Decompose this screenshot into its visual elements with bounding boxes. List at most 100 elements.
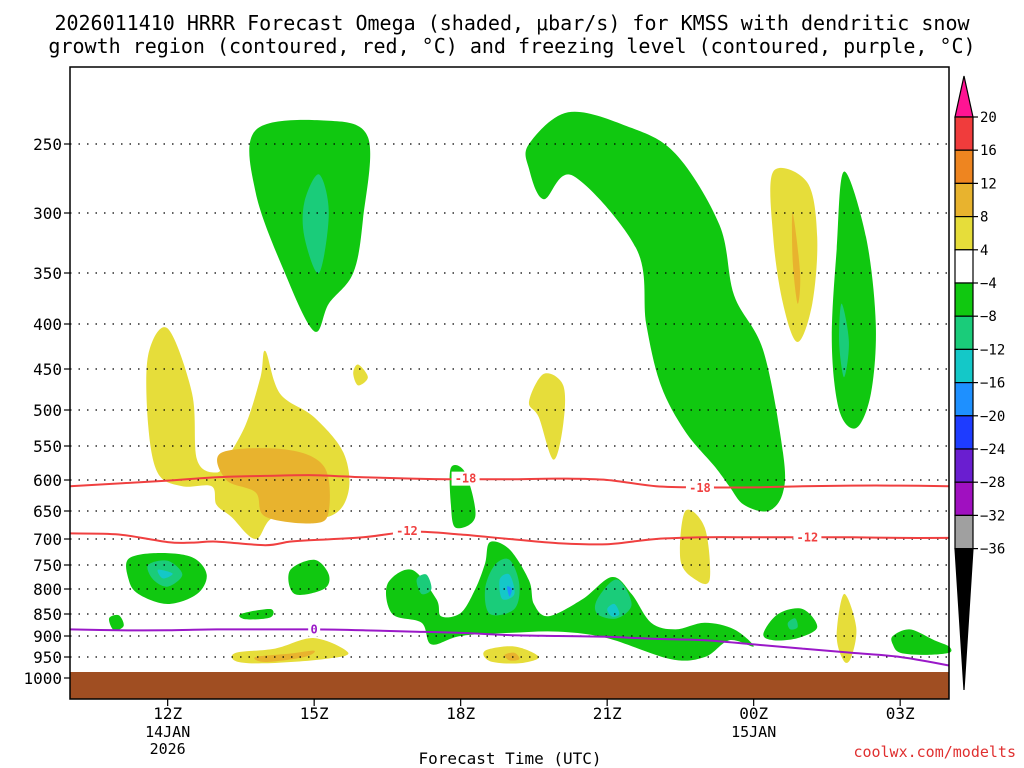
omega-region-29 bbox=[891, 629, 952, 655]
y-tick-label-250: 250 bbox=[33, 135, 62, 154]
colorbar-label-1: 16 bbox=[980, 143, 997, 159]
colorbar-label-7: −12 bbox=[980, 342, 1005, 358]
y-tick-label-400: 400 bbox=[33, 315, 62, 334]
contour-label-bg-0 bbox=[451, 471, 480, 486]
y-tick-label-950: 950 bbox=[33, 648, 62, 667]
y-tick-label-900: 900 bbox=[33, 627, 62, 646]
colorbar-swatch-7 bbox=[954, 315, 974, 351]
omega-region-17 bbox=[239, 608, 274, 620]
contour-line-0 bbox=[69, 628, 950, 667]
chart-title-line-2: growth region (contoured, red, °C) and f… bbox=[48, 34, 975, 58]
colorbar-label-8: −16 bbox=[980, 376, 1005, 392]
colorbar-label-0: 20 bbox=[980, 110, 997, 126]
omega-region-33 bbox=[504, 652, 520, 661]
colorbar-swatch-10 bbox=[954, 415, 974, 450]
colorbar-label-2: 12 bbox=[980, 176, 997, 192]
colorbar-label-11: −28 bbox=[980, 475, 1005, 491]
omega-region-7 bbox=[839, 303, 849, 378]
contour-line--12 bbox=[69, 530, 950, 547]
omega-region-31 bbox=[254, 650, 315, 662]
omega-region-3 bbox=[525, 111, 786, 512]
colorbar-label-12: −32 bbox=[980, 508, 1005, 524]
y-tick-label-700: 700 bbox=[33, 530, 62, 549]
y-tick-label-650: 650 bbox=[33, 502, 62, 521]
colorbar-label-13: −36 bbox=[980, 542, 1005, 558]
omega-region-1 bbox=[302, 174, 329, 274]
contour-label-bg-4 bbox=[308, 622, 321, 637]
y-tick-label-850: 850 bbox=[33, 605, 62, 624]
y-tick-label-500: 500 bbox=[33, 401, 62, 420]
y-axis: 250 300 350 400 450 500 550 600 650 700 750 800 850 9… bbox=[23, 135, 70, 688]
colorbar-swatch-1 bbox=[954, 116, 974, 151]
x-axis-title: Forecast Time (UTC) bbox=[418, 749, 601, 768]
colorbar-swatch-12 bbox=[954, 481, 974, 517]
contour-label-4: 0 bbox=[311, 622, 318, 636]
x-tick-label-21Z: 21Z bbox=[593, 704, 622, 723]
contour-label-bg-3 bbox=[793, 530, 822, 545]
x-tick-label-15Z: 15Z bbox=[300, 704, 329, 723]
contour-layer: -18 -18 -12 -12 0 bbox=[69, 471, 950, 667]
colorbar: 20 16 12 8 4 −4 −8 −12 −16 −20 −24 −28 −32 −36 bbox=[954, 75, 1005, 691]
colorbar-label-3: 8 bbox=[980, 210, 988, 226]
colorbar-swatch-11 bbox=[954, 448, 974, 483]
colorbar-swatch-9 bbox=[954, 382, 974, 417]
y-tick-label-750: 750 bbox=[33, 556, 62, 575]
x-tick-sublabel-12Z-1: 2026 bbox=[150, 740, 186, 758]
colorbar-swatch-3 bbox=[954, 182, 974, 218]
colorbar-label-6: −8 bbox=[980, 309, 997, 325]
y-tick-label-1000: 1000 bbox=[23, 669, 62, 688]
colorbar-label-10: −24 bbox=[980, 442, 1005, 458]
colorbar-swatch-8 bbox=[954, 348, 974, 384]
contour-line--18 bbox=[69, 474, 950, 489]
x-tick-sublabel-12Z-0: 14JAN bbox=[145, 723, 190, 741]
omega-region-9 bbox=[217, 448, 330, 524]
contour-label-3: -12 bbox=[797, 530, 819, 544]
colorbar-label-5: −4 bbox=[980, 276, 997, 292]
watermark-credit: coolwx.com/modelts bbox=[853, 743, 1016, 761]
colorbar-label-9: −20 bbox=[980, 409, 1005, 425]
ground-surface bbox=[70, 672, 949, 699]
colorbar-swatch-5 bbox=[954, 249, 974, 284]
omega-region-27 bbox=[787, 618, 798, 630]
contour-label-bg-1 bbox=[685, 481, 714, 496]
colorbar-swatch-2 bbox=[954, 149, 974, 184]
contour-label-0: -18 bbox=[455, 472, 477, 486]
y-tick-label-550: 550 bbox=[33, 437, 62, 456]
omega-region-16 bbox=[108, 614, 124, 631]
colorbar-bottom-arrow bbox=[954, 548, 974, 691]
contour-label-bg-2 bbox=[392, 524, 421, 539]
omega-region-5 bbox=[791, 212, 801, 304]
omega-region-12 bbox=[679, 509, 711, 585]
omega-shading-layer bbox=[108, 111, 952, 664]
colorbar-top-arrow bbox=[954, 75, 974, 118]
x-tick-label-12Z: 12Z bbox=[153, 704, 182, 723]
y-tick-label-300: 300 bbox=[33, 204, 62, 223]
contour-label-1: -18 bbox=[689, 481, 711, 495]
x-tick-label-18Z: 18Z bbox=[446, 704, 475, 723]
contour-label-2: -12 bbox=[396, 524, 418, 538]
y-tick-label-450: 450 bbox=[33, 360, 62, 379]
y-tick-label-350: 350 bbox=[33, 264, 62, 283]
omega-region-19 bbox=[385, 541, 754, 661]
omega-region-25 bbox=[607, 603, 620, 617]
x-tick-label-03Z: 03Z bbox=[886, 704, 915, 723]
omega-region-10 bbox=[528, 373, 566, 460]
colorbar-swatch-4 bbox=[954, 216, 974, 251]
colorbar-swatch-13 bbox=[954, 514, 974, 550]
omega-region-23 bbox=[507, 586, 512, 597]
omega-region-18 bbox=[288, 559, 330, 595]
omega-region-28 bbox=[836, 593, 857, 663]
x-tick-sublabel-00Z-0: 15JAN bbox=[731, 723, 776, 741]
omega-region-15 bbox=[157, 569, 173, 579]
y-tick-label-600: 600 bbox=[33, 471, 62, 490]
colorbar-swatch-6 bbox=[954, 282, 974, 317]
y-tick-label-800: 800 bbox=[33, 580, 62, 599]
plot-frame bbox=[69, 66, 950, 700]
omega-region-2 bbox=[353, 364, 368, 386]
x-tick-label-00Z: 00Z bbox=[739, 704, 768, 723]
chart-title-line-1: 2026011410 HRRR Forecast Omega (shaded, … bbox=[54, 11, 970, 35]
omega-region-24 bbox=[594, 579, 632, 619]
colorbar-label-4: 4 bbox=[980, 243, 988, 259]
